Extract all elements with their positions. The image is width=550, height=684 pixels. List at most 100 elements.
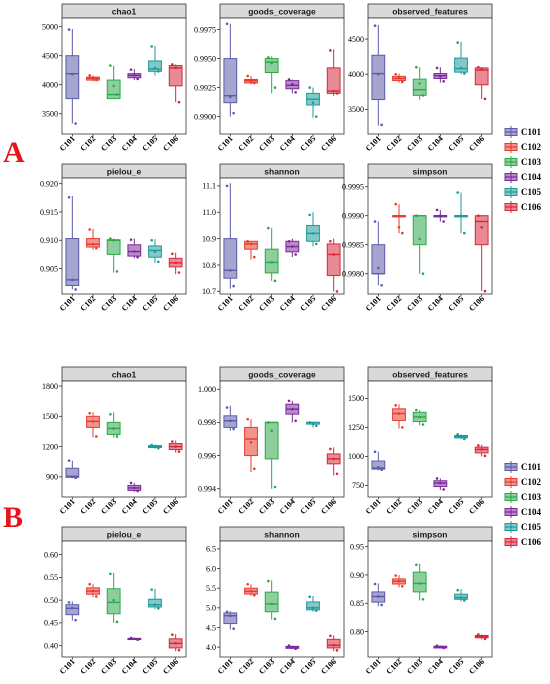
y-tick-label: 10.9 [202, 234, 216, 243]
y-tick-label: 0.9950 [194, 54, 216, 63]
facet-title: shannon [264, 167, 299, 177]
data-point [380, 468, 383, 472]
box-C103 [106, 572, 121, 624]
y-tick-label: 5000 [42, 23, 58, 32]
x-tick-label: C102 [236, 294, 255, 313]
y-tick-label: 0.998 [198, 418, 216, 427]
box-C103 [412, 65, 427, 100]
facet-chao1: chao1 900 1200 1500 1800 C101 C102 C103 C104 C105… [42, 366, 187, 516]
x-tick-label: C104 [120, 134, 139, 153]
legend-label: C102 [521, 477, 541, 487]
data-point [311, 422, 315, 426]
y-tick-label: 0.50 [44, 596, 58, 605]
x-tick-label: C103 [99, 134, 118, 153]
data-point [394, 574, 397, 577]
legend-label: C104 [521, 507, 541, 517]
data-point [380, 284, 383, 287]
box-body [223, 238, 238, 279]
y-tick-label: 5.5 [206, 584, 216, 593]
legend-item-C103: C103 [504, 156, 541, 168]
data-point [150, 238, 153, 242]
plot-frame [367, 540, 493, 658]
data-point [253, 467, 256, 471]
box-C101 [65, 195, 80, 291]
data-point [136, 489, 139, 493]
data-point [115, 435, 119, 438]
data-point [477, 214, 480, 217]
box-C101 [371, 24, 386, 127]
plot-frame [367, 17, 493, 135]
legend-item-C106: C106 [504, 536, 541, 548]
facet-title: shannon [264, 530, 299, 540]
y-tick-label: 0.85 [350, 599, 364, 608]
y-tick-label: 10.8 [202, 261, 216, 270]
data-point [311, 606, 315, 610]
data-point [153, 66, 157, 70]
data-point [273, 86, 277, 89]
box-body [86, 238, 100, 248]
data-point [480, 226, 483, 229]
box-body [412, 78, 427, 96]
data-point [294, 90, 297, 94]
box-C104 [127, 238, 142, 259]
data-point [129, 238, 133, 241]
data-point [232, 627, 235, 630]
y-tick-label: 0.9900 [194, 112, 216, 121]
y-tick-label: 0.9990 [342, 212, 364, 221]
data-point [459, 596, 463, 599]
data-point [229, 95, 232, 99]
data-point [177, 271, 181, 274]
data-point [157, 607, 160, 610]
y-tick-label: 0.45 [44, 619, 58, 628]
data-point [421, 94, 425, 97]
data-point [456, 588, 459, 592]
data-point [95, 78, 98, 82]
data-point [294, 253, 297, 256]
box-C102 [392, 574, 406, 588]
box-C105 [306, 212, 320, 247]
box-C102 [244, 582, 258, 597]
data-point [225, 22, 229, 26]
data-point [267, 226, 270, 230]
data-point [91, 77, 95, 80]
box-C101 [371, 582, 386, 607]
facet-title: goods_coverage [248, 7, 316, 17]
box-C104 [285, 238, 300, 258]
box-body [371, 54, 386, 101]
y-tick-label: 0.60 [44, 550, 58, 559]
data-point [253, 81, 256, 85]
data-point [308, 213, 311, 217]
facet-title: simpson [413, 167, 448, 177]
data-point [463, 599, 466, 602]
data-point [246, 239, 249, 243]
data-point [415, 214, 418, 217]
data-point [67, 459, 71, 462]
box-C104 [127, 68, 142, 81]
data-point [109, 412, 112, 416]
y-tick-label: 1250 [348, 423, 364, 432]
box-C102 [392, 202, 406, 235]
legend-label: C103 [521, 492, 541, 502]
box-body [148, 60, 162, 72]
facet-pielou_e: pielou_e 0.40 0.45 0.50 0.55 0.60 C101 C102 C103… [44, 526, 187, 676]
x-tick-label: C102 [78, 294, 97, 313]
y-tick-label: 0.915 [40, 208, 58, 217]
data-point [177, 450, 181, 453]
data-point [88, 582, 91, 586]
data-point [74, 476, 77, 480]
box-body [264, 421, 279, 460]
box-body [106, 79, 121, 100]
box-C105 [306, 86, 320, 118]
data-point [133, 250, 136, 253]
data-point [418, 415, 421, 419]
box-body [223, 58, 238, 104]
data-point [332, 253, 335, 256]
x-tick-label: C101 [216, 497, 235, 516]
x-tick-label: C106 [161, 134, 180, 153]
legend-a: C101 C102 C103 C104 C105 C106 [504, 126, 541, 213]
data-point [88, 228, 91, 231]
box-C105 [148, 45, 162, 76]
